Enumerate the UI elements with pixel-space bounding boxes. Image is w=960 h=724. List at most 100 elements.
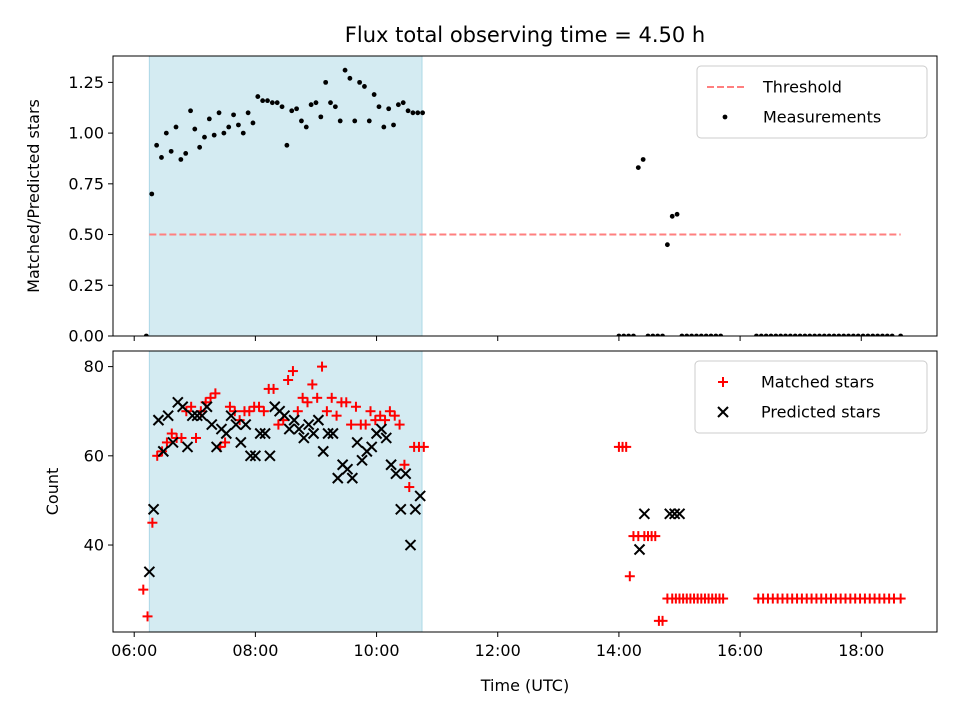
measurement-point	[802, 333, 808, 336]
x-tick-label: 14:00	[596, 641, 642, 660]
measurement-point	[206, 116, 212, 122]
x-b	[638, 508, 651, 520]
measurement-point	[631, 333, 636, 336]
matched-star-point	[244, 406, 255, 417]
x-b	[307, 427, 320, 440]
predicted-star-point	[249, 450, 262, 462]
matched-star-point	[394, 419, 405, 430]
predicted-star-point	[239, 418, 252, 431]
measurement-point	[773, 333, 779, 336]
predicted-star-point	[638, 508, 651, 520]
x-b	[664, 508, 676, 520]
series-x	[143, 396, 686, 578]
matched-star-point	[650, 531, 661, 542]
measurement-point	[703, 333, 709, 336]
measurement-point	[386, 106, 392, 112]
chart-title: Flux total observing time = 4.50 h	[345, 23, 705, 47]
measurement-point	[323, 79, 329, 85]
predicted-star-point	[162, 409, 174, 422]
matched-star-point	[297, 392, 308, 403]
measurement-point	[183, 150, 189, 156]
legend-label: Threshold	[762, 78, 842, 97]
measurement-point	[410, 110, 416, 116]
predicted-star-point	[351, 436, 363, 449]
legend-predicted-swatch	[717, 406, 729, 418]
axes-frame	[112, 350, 938, 633]
x-b	[414, 490, 426, 502]
x-b	[341, 463, 354, 475]
x-b	[385, 459, 397, 471]
x-b	[395, 503, 407, 516]
predicted-star-point	[152, 414, 165, 426]
y-tick-label: 0.75	[68, 174, 104, 193]
x-b	[162, 409, 174, 422]
matched-star-point	[287, 366, 298, 377]
measurement-point	[763, 333, 769, 336]
x-b	[312, 414, 325, 426]
measurement-point	[143, 333, 149, 336]
matched-star-point	[624, 571, 635, 582]
predicted-star-point	[201, 401, 213, 413]
predicted-star-point	[259, 427, 271, 440]
y-tick-label: 60	[84, 446, 104, 465]
matched-star-point	[404, 482, 415, 493]
y-tick-label: 1.00	[68, 124, 104, 143]
measurement-point	[664, 242, 670, 248]
predicted-star-point	[375, 423, 388, 435]
measurement-point	[188, 108, 193, 114]
y-tick-label: 0.25	[68, 276, 104, 295]
measurement-point	[415, 110, 421, 116]
x-b	[293, 423, 305, 435]
x-b	[191, 409, 203, 422]
predicted-star-point	[332, 472, 344, 484]
measurement-point	[250, 120, 256, 126]
measurement-point	[754, 333, 759, 336]
measurement-point	[221, 130, 227, 136]
predicted-star-point	[414, 490, 426, 502]
measurement-point	[821, 333, 827, 336]
predicted-star-point	[293, 423, 305, 435]
measurement-point	[236, 122, 241, 128]
x-tick-label: 18:00	[838, 641, 884, 660]
measurement-point	[797, 333, 803, 336]
predicted-star-point	[322, 427, 334, 440]
measurement-point	[860, 333, 866, 336]
measurement-point	[674, 211, 680, 217]
measurement-point	[836, 333, 842, 336]
measurement-point	[880, 333, 885, 336]
measurement-point	[391, 122, 396, 128]
x-b	[390, 467, 402, 480]
x-tick-label: 16:00	[717, 641, 763, 660]
matched-star-point	[292, 406, 303, 417]
measurement-point	[284, 142, 290, 148]
predicted-star-point	[395, 503, 407, 516]
predicted-star-point	[220, 427, 233, 440]
measurement-point	[846, 333, 851, 336]
predicted-star-point	[278, 409, 291, 422]
predicted-star-point	[312, 414, 325, 426]
measurement-point	[352, 118, 358, 124]
predicted-star-point	[346, 472, 359, 484]
measurement-point	[274, 100, 280, 106]
measurement-point	[650, 333, 656, 336]
measurement-point	[660, 333, 665, 336]
measurement-point	[640, 157, 646, 162]
y-tick-label: 40	[84, 536, 104, 555]
measurement-point	[713, 333, 719, 336]
matched-star-point	[224, 401, 235, 412]
matched-star-point	[718, 593, 729, 604]
measurement-point	[240, 130, 246, 136]
x-b	[249, 450, 262, 462]
measurement-point	[337, 118, 343, 124]
predicted-star-point	[664, 508, 676, 520]
predicted-star-point	[283, 423, 296, 435]
measurement-point	[279, 104, 285, 110]
matched-star-point	[621, 441, 632, 452]
matched-star-point	[389, 410, 400, 421]
x-b	[235, 436, 247, 449]
predicted-star-point	[206, 418, 218, 431]
x-b	[633, 543, 646, 556]
x-b	[244, 450, 257, 462]
predicted-star-point	[399, 467, 412, 480]
measurement-point	[159, 155, 164, 160]
